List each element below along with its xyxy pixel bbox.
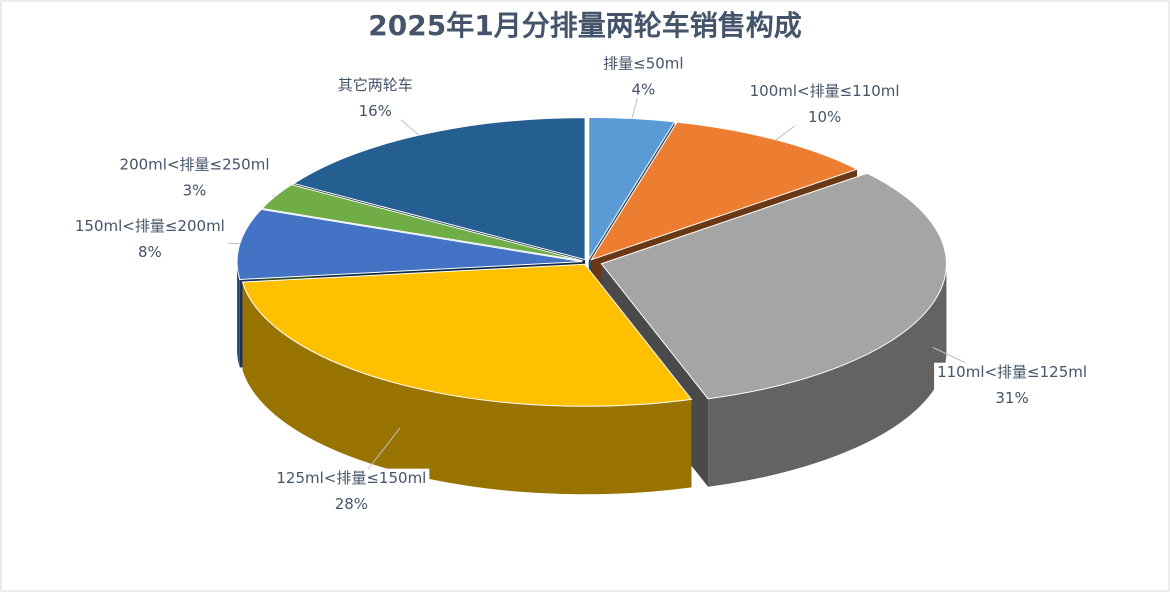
slice-label: 150ml<排量≤200ml xyxy=(75,217,225,235)
slice xyxy=(590,121,859,261)
slice xyxy=(292,117,586,261)
slice xyxy=(241,263,693,407)
slice-side xyxy=(242,282,692,495)
label-bg xyxy=(273,468,430,513)
slice-label: 110ml<排量≤125ml xyxy=(937,363,1087,381)
slice-label: 200ml<排量≤250ml xyxy=(120,155,270,173)
sides xyxy=(237,261,947,495)
label-bg xyxy=(116,154,273,199)
value-label: 8% xyxy=(138,243,162,261)
slice-side xyxy=(708,263,947,487)
labels: 排量≤50ml 4% 100ml<排量≤110ml 10% 110ml<排量≤125ml… xyxy=(71,54,1091,513)
value-label: 28% xyxy=(335,495,368,513)
value-label: 10% xyxy=(808,108,841,126)
label-bg xyxy=(600,54,687,99)
slice-label: 100ml<排量≤110ml xyxy=(750,82,900,100)
value-label: 31% xyxy=(995,389,1028,407)
label-bg xyxy=(746,81,903,126)
slice-label: 其它两轮车 xyxy=(338,76,413,94)
label-bg xyxy=(71,216,228,261)
slice-label: 排量≤50ml xyxy=(603,55,683,73)
label-bg xyxy=(334,75,416,120)
label-bg xyxy=(934,362,1091,407)
chart-title: 2025年1月分排量两轮车销售构成 xyxy=(368,9,801,42)
slice xyxy=(600,172,947,400)
slice-side xyxy=(237,261,240,368)
slice-label: 125ml<排量≤150ml xyxy=(276,469,426,487)
value-label: 16% xyxy=(359,102,392,120)
value-label: 3% xyxy=(183,181,207,199)
slice xyxy=(260,184,583,262)
value-label: 4% xyxy=(631,81,655,99)
